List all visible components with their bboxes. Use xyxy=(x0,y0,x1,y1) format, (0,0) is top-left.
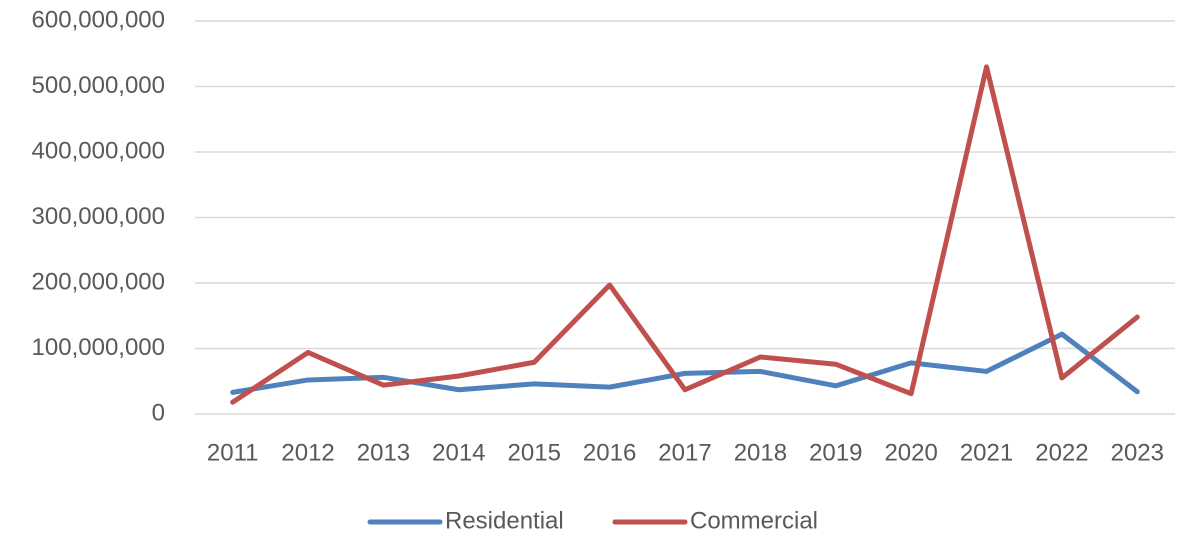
x-tick-label: 2015 xyxy=(508,439,561,466)
x-tick-label: 2012 xyxy=(281,439,334,466)
line-series xyxy=(230,64,1140,405)
y-tick-label: 0 xyxy=(152,399,165,426)
x-tick-label: 2018 xyxy=(734,439,787,466)
x-tick-label: 2020 xyxy=(884,439,937,466)
x-tick-label: 2014 xyxy=(432,439,485,466)
x-tick-label: 2022 xyxy=(1035,439,1088,466)
y-tick-label: 200,000,000 xyxy=(32,268,165,295)
legend-label: Residential xyxy=(445,507,564,534)
x-tick-label: 2017 xyxy=(658,439,711,466)
y-tick-label: 300,000,000 xyxy=(32,203,165,230)
y-tick-label: 500,000,000 xyxy=(32,72,165,99)
x-tick-label: 2013 xyxy=(357,439,410,466)
x-tick-label: 2016 xyxy=(583,439,636,466)
y-tick-label: 100,000,000 xyxy=(32,334,165,361)
y-tick-label: 600,000,000 xyxy=(32,6,165,33)
legend-label: Commercial xyxy=(690,507,818,534)
x-tick-label: 2023 xyxy=(1111,439,1164,466)
x-tick-label: 2021 xyxy=(960,439,1013,466)
y-tick-label: 400,000,000 xyxy=(32,137,165,164)
x-tick-label: 2011 xyxy=(207,439,259,466)
x-tick-label: 2019 xyxy=(809,439,862,466)
line-series xyxy=(230,331,1140,395)
